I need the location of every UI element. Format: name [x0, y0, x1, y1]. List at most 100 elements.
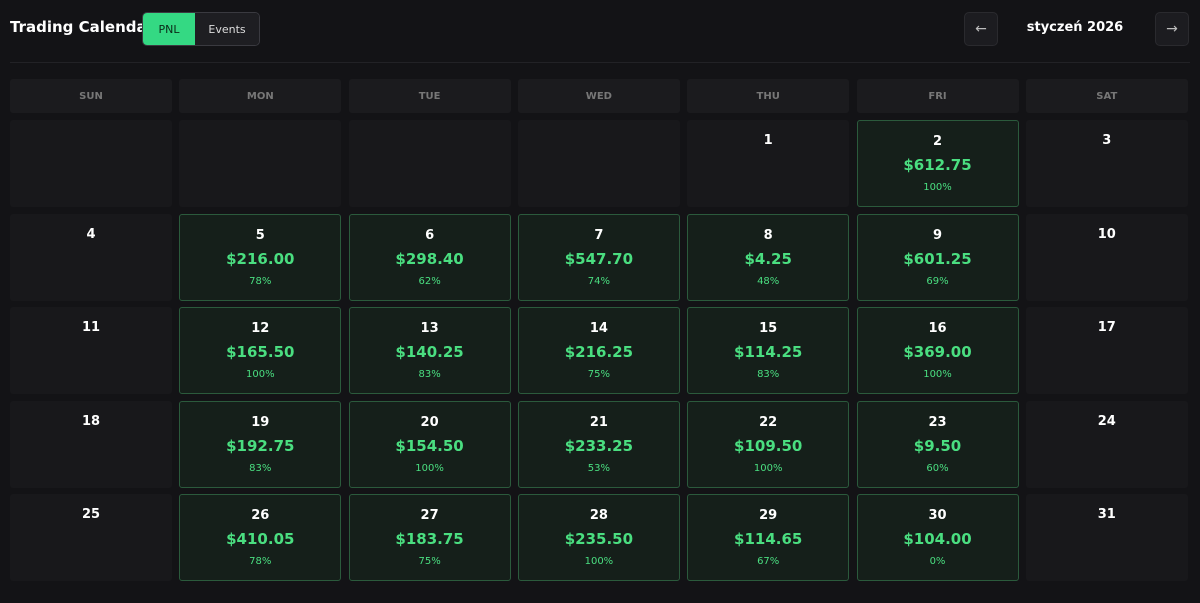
title: Trading Calendar: [10, 18, 155, 36]
pnl-value: $140.25: [395, 343, 464, 362]
win-rate: 60%: [926, 462, 949, 474]
day-cell[interactable]: 3: [1025, 120, 1188, 207]
tab-group: PNL Events: [142, 12, 260, 46]
day-cell: [348, 120, 511, 207]
win-rate: 69%: [926, 275, 949, 287]
pnl-value: $4.25: [744, 249, 792, 268]
win-rate: 48%: [757, 275, 780, 287]
day-cell[interactable]: 22 $109.50 100%: [687, 400, 850, 488]
pnl-value: $547.70: [564, 249, 634, 268]
weekday-header: WED: [517, 79, 680, 113]
day-cell[interactable]: 5 $216.00 78%: [179, 213, 342, 301]
pnl-value: $114.65: [734, 530, 803, 549]
day-cell[interactable]: 16 $369.00 100%: [856, 307, 1019, 395]
day-cell[interactable]: 11: [10, 307, 172, 395]
day-number: 2: [932, 134, 943, 149]
pnl-value: $601.25: [903, 249, 972, 268]
win-rate: 67%: [757, 556, 780, 568]
day-number: 23: [928, 414, 947, 430]
day-number: 18: [81, 413, 101, 429]
pnl-value: $165.50: [226, 343, 295, 362]
day-number: 7: [594, 227, 604, 243]
day-cell[interactable]: 25: [10, 494, 172, 582]
day-cell[interactable]: 13 $140.25 83%: [348, 307, 511, 395]
win-rate: 53%: [587, 462, 610, 474]
day-number: 28: [589, 508, 608, 524]
day-number: 5: [255, 227, 265, 243]
pnl-value: $233.25: [564, 436, 634, 455]
day-number: 1: [763, 133, 773, 148]
win-rate: 83%: [757, 369, 780, 381]
day-number: 17: [1097, 320, 1116, 336]
day-number: 31: [1097, 507, 1116, 523]
win-rate: 100%: [246, 369, 275, 381]
weekday-header: TUE: [348, 79, 511, 113]
pnl-value: $369.00: [903, 343, 972, 362]
win-rate: 83%: [249, 462, 272, 474]
weekday-header: SUN: [10, 79, 172, 113]
day-number: 29: [759, 508, 778, 524]
weekday-header: FRI: [856, 79, 1019, 113]
day-number: 27: [420, 508, 439, 524]
day-cell[interactable]: 26 $410.05 78%: [179, 494, 342, 582]
day-cell[interactable]: 4: [10, 213, 172, 301]
tab[interactable]: Events: [195, 13, 259, 45]
day-cell[interactable]: 6 $298.40 62%: [348, 213, 511, 301]
day-cell[interactable]: 29 $114.65 67%: [687, 494, 850, 582]
day-cell[interactable]: 7 $547.70 74%: [517, 213, 680, 301]
win-rate: 100%: [753, 462, 783, 474]
win-rate: 100%: [584, 556, 614, 568]
day-number: 24: [1097, 413, 1116, 429]
day-cell[interactable]: 23 $9.50 60%: [856, 400, 1019, 488]
day-cell: [179, 120, 342, 207]
day-number: 26: [251, 508, 270, 524]
pnl-value: $192.75: [226, 436, 295, 455]
pnl-value: $183.75: [395, 530, 464, 549]
day-cell[interactable]: 14 $216.25 75%: [517, 307, 680, 395]
next-button[interactable]: →: [1155, 12, 1189, 46]
pnl-value: $216.00: [226, 249, 295, 268]
day-cell[interactable]: 28 $235.50 100%: [517, 494, 680, 582]
day-number: 14: [589, 321, 608, 337]
day-number: 11: [81, 320, 101, 336]
win-rate: 74%: [587, 275, 610, 287]
day-number: 19: [251, 414, 270, 430]
weekday-header: SAT: [1025, 79, 1188, 113]
day-cell[interactable]: 27 $183.75 75%: [348, 494, 511, 582]
day-cell[interactable]: 17: [1025, 307, 1188, 395]
pnl-value: $154.50: [395, 436, 464, 455]
day-cell[interactable]: 31: [1025, 494, 1188, 582]
day-number: 6: [425, 227, 435, 243]
day-cell[interactable]: 9 $601.25 69%: [856, 213, 1019, 301]
weekday-header: THU: [687, 79, 850, 113]
day-cell[interactable]: 2 $612.75 100%: [856, 120, 1019, 207]
day-cell[interactable]: 8 $4.25 48%: [687, 213, 850, 301]
tab[interactable]: PNL: [143, 13, 195, 45]
day-cell[interactable]: 24: [1025, 400, 1188, 488]
day-cell[interactable]: 30 $104.00 0%: [856, 494, 1019, 582]
day-cell[interactable]: 15 $114.25 83%: [687, 307, 850, 395]
pnl-value: $298.40: [395, 249, 464, 268]
day-cell[interactable]: 20 $154.50 100%: [348, 400, 511, 488]
month-label: styczeń 2026: [1026, 20, 1124, 35]
pnl-value: $612.75: [903, 156, 972, 174]
day-cell[interactable]: 19 $192.75 83%: [179, 400, 342, 488]
prev-button[interactable]: ←: [964, 12, 998, 46]
win-rate: 78%: [249, 556, 272, 568]
day-cell: [10, 120, 172, 207]
day-cell[interactable]: 21 $233.25 53%: [517, 400, 680, 488]
pnl-value: $410.05: [226, 530, 295, 549]
day-cell[interactable]: 10: [1025, 213, 1188, 301]
day-number: 12: [251, 321, 270, 337]
pnl-value: $104.00: [903, 530, 972, 549]
day-number: 25: [81, 507, 101, 523]
win-rate: 100%: [923, 369, 952, 381]
day-cell[interactable]: 18: [10, 400, 172, 488]
day-cell[interactable]: 12 $165.50 100%: [179, 307, 342, 395]
win-rate: 83%: [418, 369, 441, 381]
day-cell[interactable]: 1: [687, 120, 850, 207]
day-number: 4: [86, 226, 96, 242]
day-number: 10: [1097, 226, 1116, 242]
day-number: 20: [420, 414, 439, 430]
